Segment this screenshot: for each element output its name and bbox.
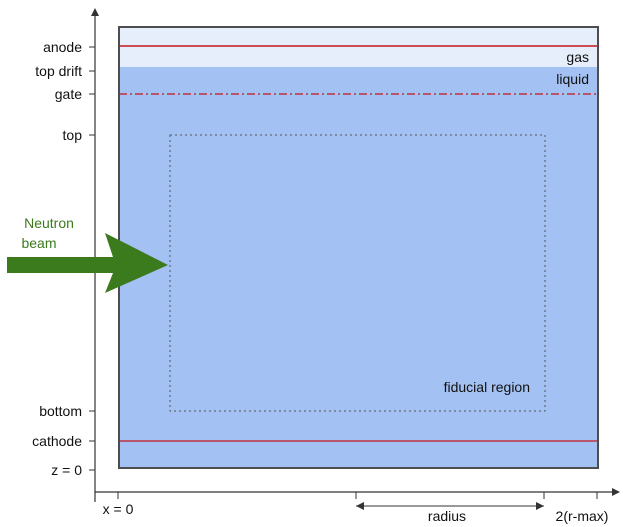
- label-cathode: cathode: [32, 433, 82, 449]
- label-gate: gate: [55, 86, 82, 102]
- label-rmax: 2(r-max): [556, 508, 609, 524]
- label-liquid: liquid: [556, 71, 589, 87]
- radius-arrowhead-right: [536, 502, 544, 510]
- label-anode: anode: [43, 39, 82, 55]
- label-neutron: Neutron: [24, 215, 74, 231]
- label-beam: beam: [21, 235, 56, 251]
- z-axis-ticks: [89, 46, 95, 471]
- label-x0: x = 0: [103, 501, 134, 517]
- x-axis-ticks: [117, 492, 598, 499]
- liquid-region: [119, 67, 598, 468]
- gas-region: [119, 27, 598, 67]
- label-fiducial-region: fiducial region: [444, 379, 530, 395]
- radius-arrowhead-left: [356, 502, 364, 510]
- label-top-drift: top drift: [35, 63, 82, 79]
- label-top: top: [63, 127, 83, 143]
- label-z0: z = 0: [51, 462, 82, 478]
- label-radius: radius: [428, 508, 466, 524]
- neutron-beam-arrow: [7, 233, 168, 293]
- label-bottom: bottom: [39, 403, 82, 419]
- label-gas: gas: [566, 49, 589, 65]
